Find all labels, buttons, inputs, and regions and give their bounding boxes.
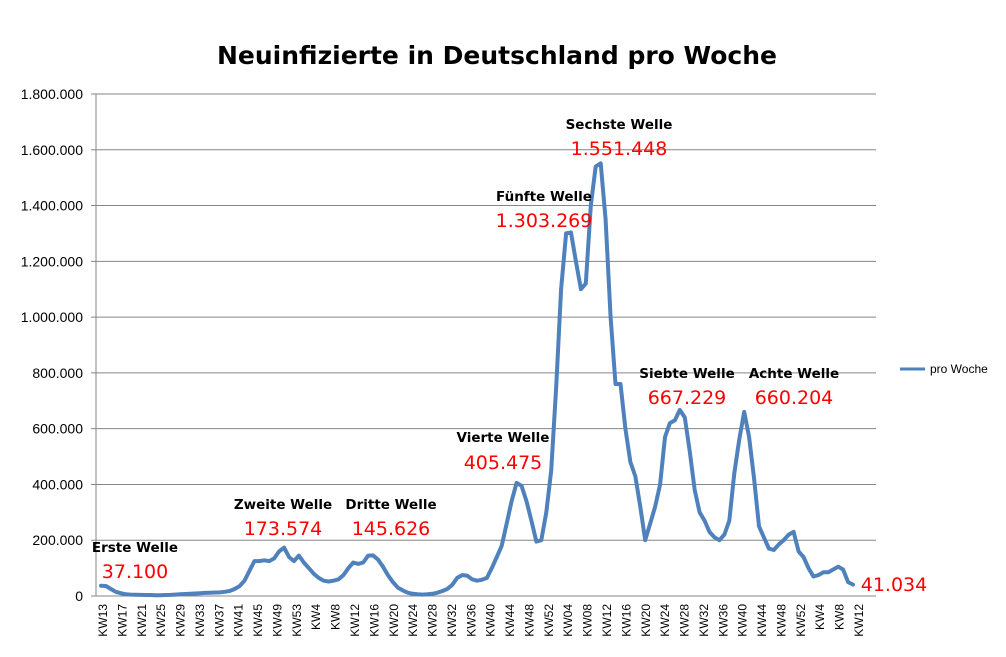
x-tick-label: KW32 — [697, 604, 711, 637]
y-tick-label: 0 — [75, 588, 83, 604]
gridlines — [91, 93, 876, 597]
x-tick-label: KW44 — [503, 604, 517, 637]
x-tick-label: KW28 — [678, 604, 692, 637]
wave-name-label: Vierte Welle — [457, 430, 550, 446]
wave-name-label: Sechste Welle — [566, 117, 673, 133]
wave-name-label: Zweite Welle — [234, 497, 332, 513]
x-tick-label: KW12 — [600, 604, 614, 637]
x-tick-label: KW44 — [755, 604, 769, 637]
wave-value-label: 1.303.269 — [496, 210, 593, 232]
x-tick-label: KW28 — [426, 604, 440, 637]
x-tick-label: KW33 — [193, 604, 207, 637]
y-tick-label: 600.000 — [32, 421, 83, 437]
series-layer — [99, 161, 855, 598]
x-tick-label: KW20 — [387, 604, 401, 637]
x-axis-ticks: KW13 KW17 KW21 KW25 KW29 KW33 KW37 KW41 KW45 KW49… — [96, 604, 866, 637]
wave-annotations: Erste Welle 37.100 Zweite Welle 173.574 Drit… — [92, 117, 927, 596]
x-tick-label: KW12 — [852, 604, 866, 637]
x-tick-label: KW13 — [96, 604, 110, 637]
x-tick-label: KW45 — [251, 604, 265, 637]
y-tick-label: 1.800.000 — [21, 86, 83, 102]
y-tick-label: 200.000 — [32, 532, 83, 548]
y-axis-ticks: 0 200.000 400.000 600.000 800.000 1.000.000 1.… — [21, 86, 84, 604]
wave-name-label: Siebte Welle — [639, 366, 734, 382]
x-tick-label: KW49 — [271, 604, 285, 637]
wave-value-label: 145.626 — [352, 518, 431, 540]
x-tick-label: KW8 — [833, 604, 847, 630]
wave-value-label: 37.100 — [102, 561, 168, 583]
wave-value-label: 173.574 — [244, 518, 323, 540]
x-tick-label: KW52 — [542, 604, 556, 637]
x-tick-label: KW4 — [309, 604, 323, 630]
y-tick-label: 1.000.000 — [21, 309, 83, 325]
x-tick-label: KW36 — [464, 604, 478, 637]
x-tick-label: KW29 — [174, 604, 188, 637]
series-line — [99, 161, 855, 598]
y-tick-label: 1.400.000 — [21, 198, 83, 214]
x-tick-label: KW16 — [367, 604, 381, 637]
wave-name-label: Dritte Welle — [345, 497, 436, 513]
legend: pro Woche — [900, 362, 988, 376]
x-tick-label: KW21 — [135, 604, 149, 637]
chart-title: Neuinfizierte in Deutschland pro Woche — [217, 41, 777, 70]
wave-name-label: Achte Welle — [749, 366, 839, 382]
x-tick-label: KW16 — [619, 604, 633, 637]
x-tick-label: KW25 — [154, 604, 168, 637]
x-tick-label: KW08 — [581, 604, 595, 637]
x-tick-label: KW48 — [523, 604, 537, 637]
x-tick-label: KW24 — [658, 604, 672, 637]
x-tick-label: KW17 — [115, 604, 129, 637]
x-tick-label: KW40 — [736, 604, 750, 637]
axes — [95, 94, 876, 597]
x-tick-label: KW48 — [775, 604, 789, 637]
wave-name-label: Erste Welle — [92, 540, 178, 556]
wave-value-label: 41.034 — [861, 574, 927, 596]
wave-name-label: Fünfte Welle — [496, 189, 592, 205]
y-tick-label: 1.200.000 — [21, 253, 83, 269]
x-tick-label: KW41 — [232, 604, 246, 637]
x-tick-label: KW8 — [329, 604, 343, 630]
wave-value-label: 1.551.448 — [571, 138, 668, 160]
x-tick-label: KW52 — [794, 604, 808, 637]
x-tick-label: KW04 — [561, 604, 575, 637]
x-tick-label: KW53 — [290, 604, 304, 637]
wave-value-label: 405.475 — [464, 452, 543, 474]
x-tick-label: KW32 — [445, 604, 459, 637]
wave-value-label: 660.204 — [755, 387, 834, 409]
x-tick-label: KW37 — [212, 604, 226, 637]
x-tick-label: KW12 — [348, 604, 362, 637]
x-tick-label: KW4 — [813, 604, 827, 630]
x-tick-label: KW24 — [406, 604, 420, 637]
x-tick-label: KW40 — [484, 604, 498, 637]
y-tick-label: 1.600.000 — [21, 142, 83, 158]
legend-label: pro Woche — [930, 362, 988, 376]
x-tick-label: KW20 — [639, 604, 653, 637]
y-tick-label: 400.000 — [32, 476, 83, 492]
x-tick-label: KW36 — [716, 604, 730, 637]
y-tick-label: 800.000 — [32, 365, 83, 381]
wave-value-label: 667.229 — [648, 387, 727, 409]
